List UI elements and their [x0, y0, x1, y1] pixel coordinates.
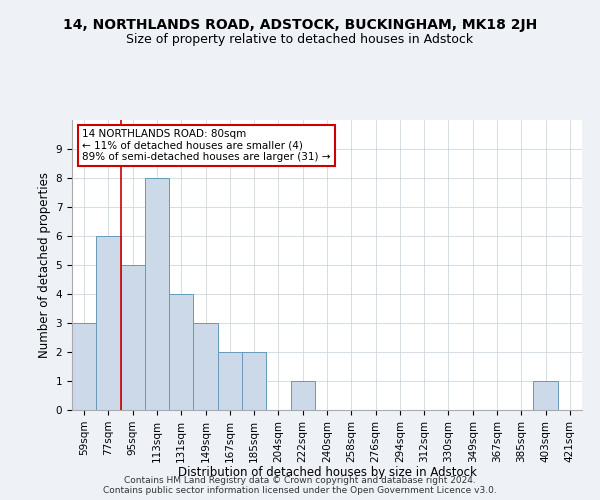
Bar	[169, 294, 193, 410]
Bar	[145, 178, 169, 410]
Bar	[121, 265, 145, 410]
Bar	[290, 381, 315, 410]
Y-axis label: Number of detached properties: Number of detached properties	[38, 172, 52, 358]
Text: Size of property relative to detached houses in Adstock: Size of property relative to detached ho…	[127, 32, 473, 46]
Bar	[193, 323, 218, 410]
Bar	[72, 323, 96, 410]
Bar	[218, 352, 242, 410]
Text: Contains HM Land Registry data © Crown copyright and database right 2024.
Contai: Contains HM Land Registry data © Crown c…	[103, 476, 497, 495]
X-axis label: Distribution of detached houses by size in Adstock: Distribution of detached houses by size …	[178, 466, 476, 479]
Bar	[96, 236, 121, 410]
Text: 14, NORTHLANDS ROAD, ADSTOCK, BUCKINGHAM, MK18 2JH: 14, NORTHLANDS ROAD, ADSTOCK, BUCKINGHAM…	[63, 18, 537, 32]
Bar	[242, 352, 266, 410]
Text: 14 NORTHLANDS ROAD: 80sqm
← 11% of detached houses are smaller (4)
89% of semi-d: 14 NORTHLANDS ROAD: 80sqm ← 11% of detac…	[82, 128, 331, 162]
Bar	[533, 381, 558, 410]
